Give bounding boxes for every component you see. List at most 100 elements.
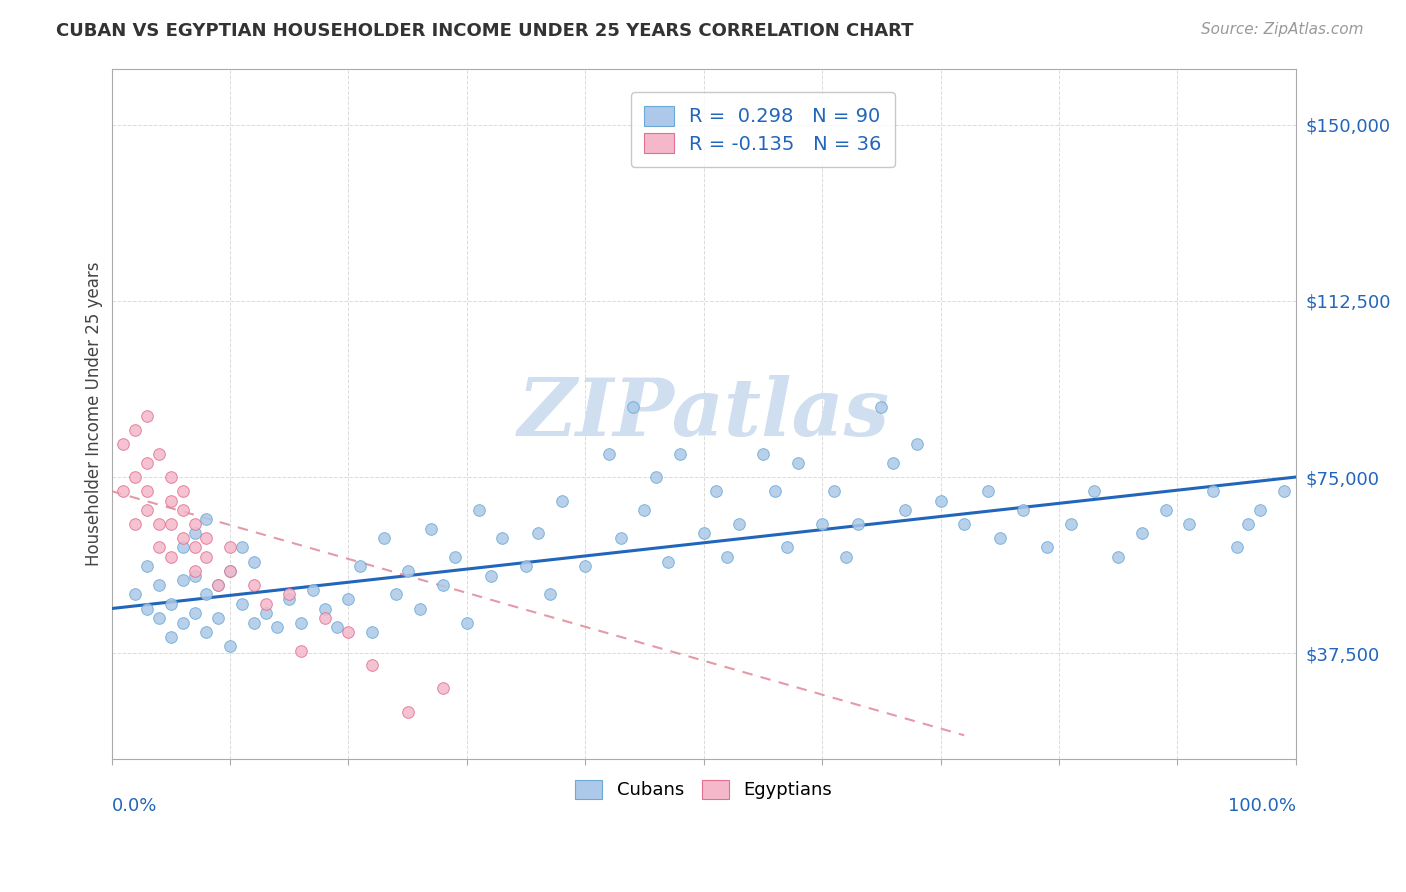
- Point: [408, 601, 430, 615]
- Point: [183, 526, 205, 541]
- Point: [633, 503, 655, 517]
- Point: [396, 705, 419, 719]
- Text: 0.0%: 0.0%: [111, 797, 157, 814]
- Point: [183, 516, 205, 531]
- Point: [172, 541, 194, 555]
- Point: [953, 516, 976, 531]
- Point: [325, 620, 347, 634]
- Point: [112, 437, 135, 451]
- Point: [728, 516, 751, 531]
- Point: [160, 516, 183, 531]
- Point: [515, 559, 537, 574]
- Point: [219, 541, 242, 555]
- Point: [219, 564, 242, 578]
- Point: [574, 559, 596, 574]
- Point: [610, 531, 633, 545]
- Point: [183, 564, 205, 578]
- Point: [195, 549, 218, 564]
- Point: [846, 516, 869, 531]
- Point: [242, 555, 264, 569]
- Point: [787, 456, 810, 470]
- Point: [1012, 503, 1035, 517]
- Point: [337, 592, 360, 607]
- Point: [195, 625, 218, 640]
- Point: [278, 587, 301, 601]
- Text: 100.0%: 100.0%: [1227, 797, 1296, 814]
- Point: [242, 578, 264, 592]
- Point: [290, 615, 312, 630]
- Point: [207, 578, 229, 592]
- Point: [136, 503, 159, 517]
- Point: [1154, 503, 1177, 517]
- Legend: R =  0.298   N = 90, R = -0.135   N = 36: R = 0.298 N = 90, R = -0.135 N = 36: [631, 92, 896, 167]
- Point: [657, 555, 679, 569]
- Point: [278, 592, 301, 607]
- Point: [148, 446, 170, 460]
- Point: [598, 446, 620, 460]
- Point: [1225, 541, 1247, 555]
- Point: [136, 409, 159, 423]
- Point: [669, 446, 692, 460]
- Point: [385, 587, 408, 601]
- Point: [207, 611, 229, 625]
- Point: [112, 484, 135, 499]
- Point: [432, 681, 454, 696]
- Point: [148, 578, 170, 592]
- Point: [136, 601, 159, 615]
- Point: [704, 484, 727, 499]
- Point: [124, 470, 146, 484]
- Point: [254, 597, 277, 611]
- Point: [621, 400, 644, 414]
- Point: [231, 541, 253, 555]
- Point: [1178, 516, 1201, 531]
- Point: [314, 601, 336, 615]
- Y-axis label: Householder Income Under 25 years: Householder Income Under 25 years: [86, 261, 103, 566]
- Point: [1036, 541, 1059, 555]
- Point: [207, 578, 229, 592]
- Point: [645, 470, 668, 484]
- Point: [266, 620, 288, 634]
- Point: [1060, 516, 1083, 531]
- Text: ZIPatlas: ZIPatlas: [517, 375, 890, 452]
- Point: [183, 541, 205, 555]
- Point: [160, 597, 183, 611]
- Point: [491, 531, 513, 545]
- Point: [160, 549, 183, 564]
- Point: [882, 456, 904, 470]
- Point: [716, 549, 738, 564]
- Point: [183, 568, 205, 582]
- Point: [195, 512, 218, 526]
- Point: [172, 484, 194, 499]
- Point: [361, 625, 384, 640]
- Point: [835, 549, 858, 564]
- Point: [160, 630, 183, 644]
- Point: [195, 531, 218, 545]
- Point: [823, 484, 845, 499]
- Point: [242, 615, 264, 630]
- Point: [894, 503, 917, 517]
- Point: [148, 516, 170, 531]
- Point: [752, 446, 775, 460]
- Point: [420, 522, 443, 536]
- Point: [219, 639, 242, 653]
- Point: [905, 437, 928, 451]
- Point: [231, 597, 253, 611]
- Point: [1130, 526, 1153, 541]
- Point: [467, 503, 489, 517]
- Point: [349, 559, 371, 574]
- Point: [929, 493, 952, 508]
- Point: [870, 400, 893, 414]
- Point: [361, 657, 384, 672]
- Point: [1107, 549, 1129, 564]
- Point: [124, 587, 146, 601]
- Point: [763, 484, 786, 499]
- Point: [1202, 484, 1225, 499]
- Point: [775, 541, 797, 555]
- Point: [124, 423, 146, 437]
- Text: Source: ZipAtlas.com: Source: ZipAtlas.com: [1201, 22, 1364, 37]
- Point: [195, 587, 218, 601]
- Point: [314, 611, 336, 625]
- Point: [1083, 484, 1105, 499]
- Point: [136, 456, 159, 470]
- Point: [160, 493, 183, 508]
